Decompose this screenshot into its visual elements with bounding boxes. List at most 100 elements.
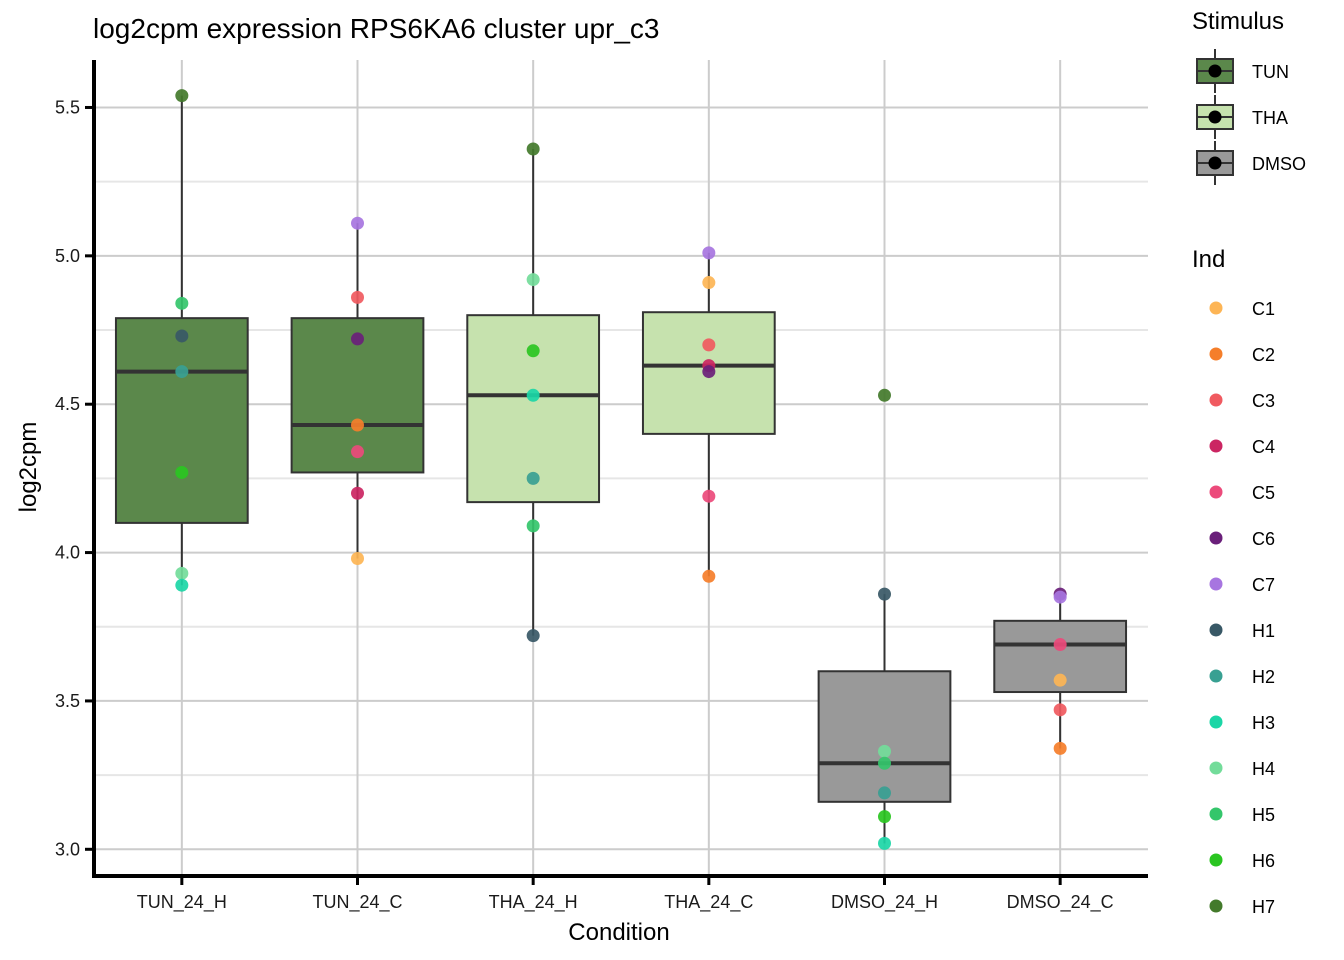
legend-key-THA: THA xyxy=(1196,95,1288,139)
data-point-H6 xyxy=(175,465,189,479)
data-point-H7 xyxy=(175,89,189,103)
legend-item-H6: H6 xyxy=(1209,851,1275,871)
data-point-H1 xyxy=(878,587,891,601)
data-point-C4 xyxy=(351,486,364,500)
legend-item-C6: C6 xyxy=(1209,529,1275,549)
data-point-C7 xyxy=(1053,590,1067,604)
legend-label: TUN xyxy=(1252,62,1289,82)
legend-label: C7 xyxy=(1252,575,1275,595)
legend-item-H2: H2 xyxy=(1209,667,1275,687)
box-TUN_24_C xyxy=(290,223,425,559)
x-axis-title: Condition xyxy=(568,919,669,946)
box-DMSO_24_H xyxy=(817,594,952,844)
x-tick-label: DMSO_24_C xyxy=(1007,892,1114,913)
legend-item-H5: H5 xyxy=(1209,805,1275,825)
legend-point-C5 xyxy=(1209,485,1223,499)
data-point-C1 xyxy=(1053,673,1067,687)
legend-item-H4: H4 xyxy=(1209,759,1275,779)
legend-label: C1 xyxy=(1252,299,1275,319)
legend-point-C1 xyxy=(1209,301,1223,315)
data-point-C7 xyxy=(702,246,716,260)
chart-title: log2cpm expression RPS6KA6 cluster upr_c… xyxy=(93,13,660,44)
data-point-C2 xyxy=(1053,741,1067,755)
y-tick-label: 5.5 xyxy=(55,97,80,117)
legend-label: THA xyxy=(1252,108,1288,128)
legend-label: H5 xyxy=(1252,805,1275,825)
legend-item-C1: C1 xyxy=(1209,299,1275,319)
legend-label: H1 xyxy=(1252,621,1275,641)
grid xyxy=(94,60,1148,876)
legend-title-ind: Ind xyxy=(1192,246,1225,273)
data-point-C3 xyxy=(702,338,716,352)
legend-point-H2 xyxy=(1209,669,1223,683)
data-point-H1 xyxy=(526,629,540,643)
data-point-C5 xyxy=(351,445,364,459)
legend-point-C6 xyxy=(1209,531,1223,545)
data-point-C6 xyxy=(702,365,716,379)
data-point-C2 xyxy=(702,569,716,583)
box-body xyxy=(817,670,952,803)
box-THA_24_C xyxy=(641,252,776,577)
legend-label: H2 xyxy=(1252,667,1275,687)
legend-title-stimulus: Stimulus xyxy=(1192,8,1284,35)
legend-point xyxy=(1208,110,1222,124)
data-point-C3 xyxy=(351,290,364,304)
data-point-H5 xyxy=(526,519,540,533)
data-point-C5 xyxy=(702,489,716,503)
legend-item-C4: C4 xyxy=(1209,437,1275,457)
data-point-C6 xyxy=(351,332,364,346)
data-point-H6 xyxy=(526,344,540,358)
legend-point-C3 xyxy=(1209,393,1223,407)
legend-item-C5: C5 xyxy=(1209,483,1275,503)
data-point-H3 xyxy=(526,388,540,402)
data-point-H4 xyxy=(526,273,540,287)
data-point-C5 xyxy=(1053,638,1067,652)
data-point-H2 xyxy=(526,471,540,485)
legend-point-C4 xyxy=(1209,439,1223,453)
x-tick-label: THA_24_C xyxy=(664,892,753,913)
legend-item-C3: C3 xyxy=(1209,391,1275,411)
data-point-C2 xyxy=(351,418,364,432)
data-point-H2 xyxy=(175,365,189,379)
legend-point xyxy=(1208,156,1222,170)
data-point-H7 xyxy=(878,388,891,402)
legend-key-DMSO: DMSO xyxy=(1196,141,1306,185)
data-point-H7 xyxy=(526,142,540,156)
data-point-C1 xyxy=(702,276,716,290)
data-point-H3 xyxy=(878,836,891,850)
legend-point-H6 xyxy=(1209,853,1223,867)
points-layer xyxy=(175,89,1067,850)
data-point-C1 xyxy=(351,552,364,566)
data-point-C3 xyxy=(1053,703,1067,717)
legend-point-H1 xyxy=(1209,623,1223,637)
data-point-H5 xyxy=(878,756,891,770)
legend-label: H6 xyxy=(1252,851,1275,871)
legend-point-H3 xyxy=(1209,715,1223,729)
data-point-H5 xyxy=(175,296,189,310)
x-tick-label: TUN_24_C xyxy=(312,892,402,913)
legend-label: C3 xyxy=(1252,391,1275,411)
y-tick-label: 4.0 xyxy=(55,543,80,563)
data-point-H1 xyxy=(175,329,189,343)
legend-item-C7: C7 xyxy=(1209,575,1275,595)
legend-point-H7 xyxy=(1209,899,1223,913)
data-point-H6 xyxy=(878,810,891,824)
legend-label: C2 xyxy=(1252,345,1275,365)
legend-point-H5 xyxy=(1209,807,1223,821)
legend-label: H7 xyxy=(1252,897,1275,917)
x-tick-label: DMSO_24_H xyxy=(831,892,938,913)
legend-label: C6 xyxy=(1252,529,1275,549)
data-point-H2 xyxy=(878,786,891,800)
data-point-H4 xyxy=(175,566,189,580)
legend-item-C2: C2 xyxy=(1209,345,1275,365)
y-tick-label: 3.5 xyxy=(55,691,80,711)
data-point-C7 xyxy=(351,216,364,230)
boxes-layer xyxy=(114,95,1128,844)
legend-key-TUN: TUN xyxy=(1196,49,1289,93)
data-point-H3 xyxy=(175,578,189,592)
legend-label: DMSO xyxy=(1252,154,1306,174)
y-tick-label: 4.5 xyxy=(55,394,80,414)
x-tick-label: TUN_24_H xyxy=(137,892,227,913)
data-point-H4 xyxy=(878,744,891,758)
